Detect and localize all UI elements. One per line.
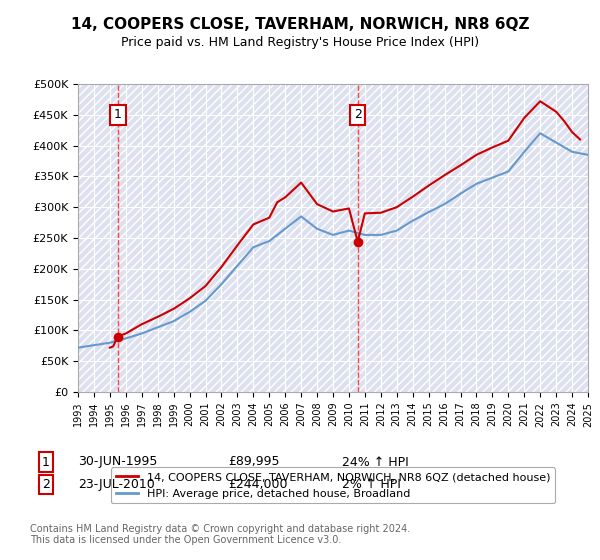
Text: 1: 1 (42, 455, 50, 469)
Legend: 14, COOPERS CLOSE, TAVERHAM, NORWICH, NR8 6QZ (detached house), HPI: Average pri: 14, COOPERS CLOSE, TAVERHAM, NORWICH, NR… (111, 468, 555, 503)
Text: 2: 2 (42, 478, 50, 491)
Text: 2: 2 (354, 108, 362, 122)
Text: £89,995: £89,995 (228, 455, 280, 469)
Text: 23-JUL-2010: 23-JUL-2010 (78, 478, 155, 491)
Text: 2% ↑ HPI: 2% ↑ HPI (342, 478, 401, 491)
Text: £244,000: £244,000 (228, 478, 287, 491)
Text: 1: 1 (114, 108, 122, 122)
Text: 24% ↑ HPI: 24% ↑ HPI (342, 455, 409, 469)
Text: Contains HM Land Registry data © Crown copyright and database right 2024.
This d: Contains HM Land Registry data © Crown c… (30, 524, 410, 545)
Text: 30-JUN-1995: 30-JUN-1995 (78, 455, 157, 469)
Text: Price paid vs. HM Land Registry's House Price Index (HPI): Price paid vs. HM Land Registry's House … (121, 36, 479, 49)
Text: 14, COOPERS CLOSE, TAVERHAM, NORWICH, NR8 6QZ: 14, COOPERS CLOSE, TAVERHAM, NORWICH, NR… (71, 17, 529, 32)
